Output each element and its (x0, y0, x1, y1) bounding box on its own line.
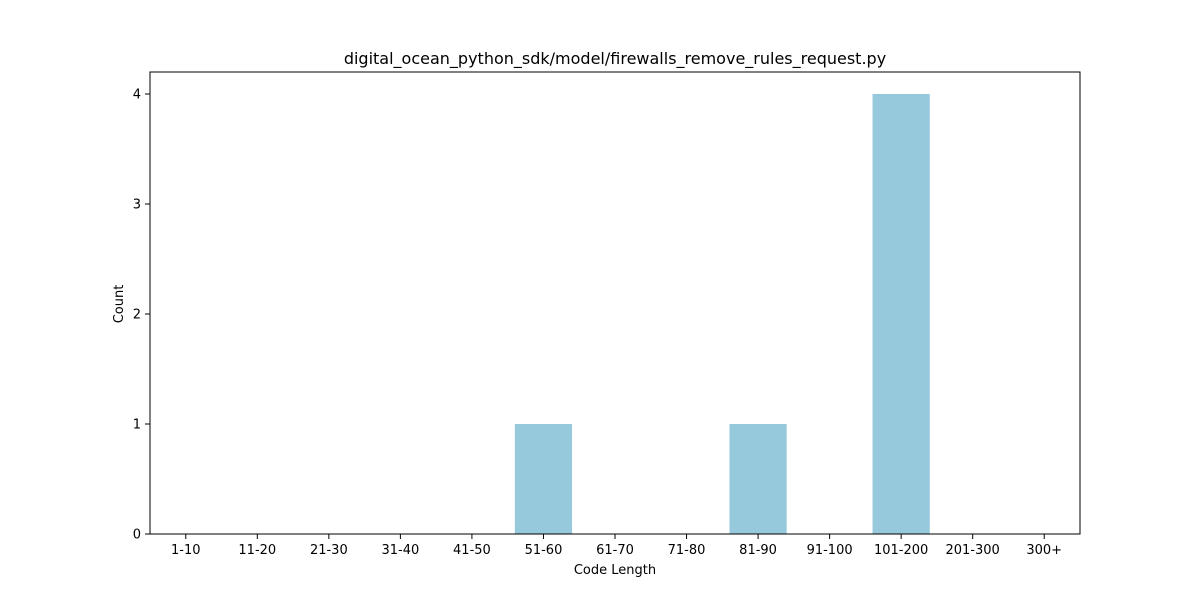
x-axis-ticks: 1-10 11-20 21-30 31-40 41-50 51-60 61-70 71-80 8… (171, 534, 1062, 558)
bar-101-200 (872, 94, 930, 534)
x-tick-label: 1-10 (171, 543, 201, 558)
x-tick-label: 91-100 (807, 543, 853, 558)
chart-title: digital_ocean_python_sdk/model/firewalls… (344, 49, 886, 69)
x-tick-label: 21-30 (310, 543, 348, 558)
x-tick-label: 71-80 (668, 543, 706, 558)
y-axis-ticks: 0 1 2 3 4 (133, 88, 150, 543)
plot-frame (149, 71, 1081, 535)
x-tick-label: 81-90 (739, 543, 777, 558)
x-tick-label: 51-60 (525, 543, 563, 558)
x-tick-label: 300+ (1026, 543, 1062, 558)
bars-layer (514, 94, 930, 534)
x-tick-label: 101-200 (874, 543, 928, 558)
x-tick-label: 41-50 (453, 543, 491, 558)
bar-51-60 (514, 424, 573, 534)
x-tick-label: 61-70 (596, 543, 634, 558)
y-tick-label: 2 (133, 308, 141, 323)
x-tick-label: 11-20 (238, 543, 276, 558)
bar-81-90 (729, 424, 787, 534)
y-tick-label: 0 (133, 528, 141, 543)
y-axis-label: Count (112, 285, 127, 324)
x-tick-label: 31-40 (381, 543, 419, 558)
x-axis-label: Code Length (574, 563, 656, 578)
y-tick-label: 1 (133, 418, 141, 433)
y-tick-label: 3 (133, 198, 141, 213)
x-tick-label: 201-300 (946, 543, 1000, 558)
y-tick-label: 4 (133, 88, 141, 103)
